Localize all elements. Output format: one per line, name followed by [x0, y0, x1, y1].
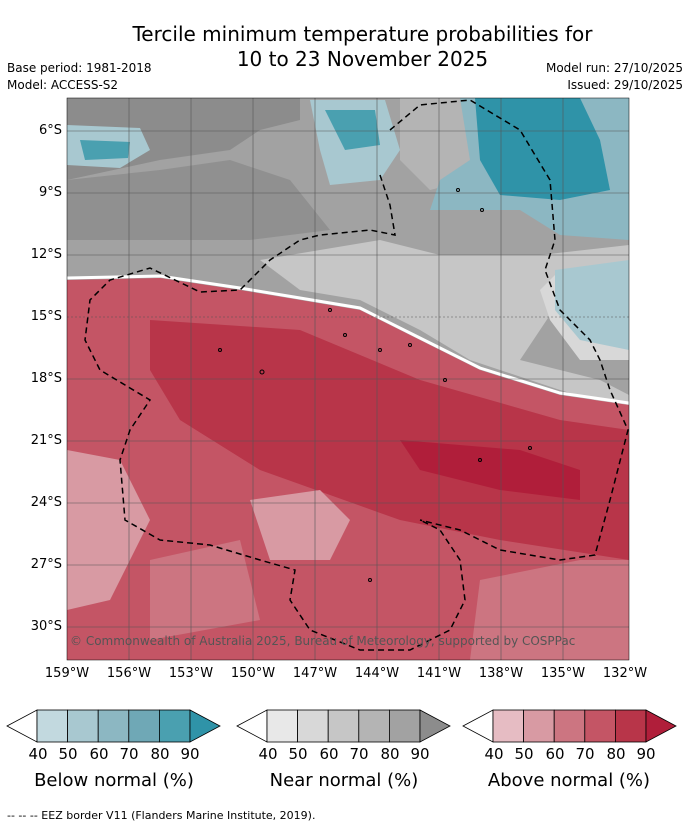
- tick-label: 90: [636, 745, 656, 763]
- map-frame: [66, 97, 630, 661]
- tick-label: 50: [288, 745, 308, 763]
- base-period: Base period: 1981-2018: [7, 61, 152, 75]
- meta-left: Base period: 1981-2018 Model: ACCESS-S2: [7, 60, 152, 94]
- tick-label: 60: [89, 745, 109, 763]
- near-normal-colorbar: [236, 709, 451, 743]
- tick-label: 60: [545, 745, 565, 763]
- colorbar-segment: [614, 709, 647, 743]
- colorbar-extend: [419, 709, 451, 743]
- lat-label: 18°S: [30, 371, 62, 386]
- colorbar-segment: [358, 709, 390, 743]
- lon-label: 150°W: [230, 666, 276, 681]
- gridlines: [67, 98, 629, 660]
- lat-label: 6°S: [38, 123, 62, 138]
- near-normal-light-patch: [400, 98, 470, 190]
- lon-label: 138°W: [478, 666, 524, 681]
- tick-label: 60: [319, 745, 339, 763]
- lat-label: 27°S: [30, 557, 62, 572]
- colorbar-segment: [67, 709, 99, 743]
- lon-label: 159°W: [44, 666, 90, 681]
- eez-footnote: -- -- -- EEZ border V11 (Flanders Marine…: [7, 809, 316, 822]
- below-normal-colorbar: [6, 709, 221, 743]
- colorbar-segment: [553, 709, 586, 743]
- probability-map: [66, 97, 630, 661]
- tick-label: 70: [575, 745, 595, 763]
- tick-label: 50: [514, 745, 534, 763]
- lon-label: 156°W: [106, 666, 152, 681]
- near-normal-band: [67, 160, 330, 240]
- meta-right: Model run: 27/10/2025 Issued: 29/10/2025: [546, 60, 683, 94]
- lat-label: 21°S: [30, 433, 62, 448]
- issued-date: Issued: 29/10/2025: [567, 78, 683, 92]
- colorbar-segment: [158, 709, 191, 743]
- map-title: Tercile minimum temperature probabilitie…: [0, 22, 690, 72]
- model-run: Model run: 27/10/2025: [545, 61, 683, 75]
- colorbar-segment: [266, 709, 299, 743]
- tick-label: 40: [258, 745, 278, 763]
- colorbar-extend: [645, 709, 677, 743]
- lon-label: 141°W: [416, 666, 462, 681]
- below-normal-west-core: [80, 140, 130, 160]
- tick-label: 90: [180, 745, 200, 763]
- colorbar-segment: [97, 709, 130, 743]
- lat-label: 9°S: [38, 185, 62, 200]
- lat-label: 24°S: [30, 495, 62, 510]
- colorbar-extend: [189, 709, 221, 743]
- near-normal-pale-band: [260, 240, 629, 410]
- tick-label: 80: [606, 745, 626, 763]
- below-normal-center-core: [325, 110, 380, 150]
- colorbar-segment: [492, 709, 525, 743]
- near-normal-title: Near normal (%): [269, 770, 419, 791]
- above-normal-colorbar: [462, 709, 677, 743]
- tick-label: 70: [119, 745, 139, 763]
- colorbar-segment: [297, 709, 329, 743]
- above-normal-title: Above normal (%): [487, 770, 651, 791]
- tick-label: 80: [150, 745, 170, 763]
- eez-borders: [84, 99, 629, 651]
- lon-label: 132°W: [602, 666, 648, 681]
- islands: [218, 188, 532, 582]
- above-normal-center-pale: [250, 490, 350, 560]
- title-line1: Tercile minimum temperature probabilitie…: [132, 22, 593, 46]
- colorbar-segment: [36, 709, 69, 743]
- above-normal-southeast: [470, 560, 629, 660]
- above-normal-peak: [400, 440, 580, 500]
- tick-label: 80: [380, 745, 400, 763]
- tick-label: 50: [58, 745, 78, 763]
- lon-label: 144°W: [354, 666, 400, 681]
- lat-label: 15°S: [30, 309, 62, 324]
- below-normal-east: [555, 260, 629, 350]
- copyright-text: © Commonwealth of Australia 2025, Bureau…: [70, 634, 576, 648]
- lat-label: 12°S: [30, 247, 62, 262]
- tick-label: 40: [484, 745, 504, 763]
- tick-label: 70: [349, 745, 369, 763]
- tick-label: 90: [410, 745, 430, 763]
- colorbar-segment: [584, 709, 616, 743]
- map-fill: [67, 98, 629, 660]
- zero-contour: [67, 274, 629, 405]
- colorbar-segment: [327, 709, 360, 743]
- lat-label: 30°S: [30, 619, 62, 634]
- lon-label: 153°W: [168, 666, 214, 681]
- model-name: Model: ACCESS-S2: [7, 78, 119, 92]
- lon-label: 147°W: [292, 666, 338, 681]
- colorbar-segment: [128, 709, 160, 743]
- colorbar-segment: [388, 709, 421, 743]
- tick-label: 40: [28, 745, 48, 763]
- above-normal-core: [150, 320, 629, 560]
- below-normal-title: Below normal (%): [34, 770, 194, 791]
- title-line2: 10 to 23 November 2025: [236, 47, 489, 71]
- colorbar-segment: [523, 709, 555, 743]
- lon-label: 135°W: [540, 666, 586, 681]
